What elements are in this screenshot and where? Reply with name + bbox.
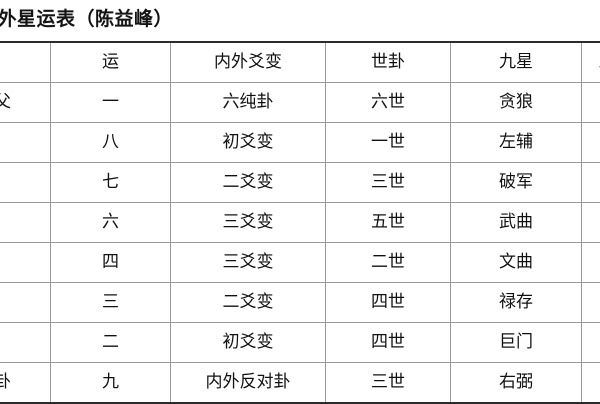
cell-shi-gua: 三世 [326,363,451,404]
cell-extra [582,363,600,404]
cell-group [0,123,51,163]
cell-extra [582,323,600,363]
cell-group [0,243,51,283]
cell-group: 卦 [0,363,51,404]
cell-shi-gua: 四世 [326,283,451,323]
cell-yun: 七 [51,163,171,203]
cell-nine-star: 贪狼 [451,83,582,123]
cell-yao-change: 初爻变 [171,323,326,363]
cell-nine-star: 破军 [451,163,582,203]
column-header-inner-outer-yao-change: 内外爻变 [171,42,326,83]
cell-yao-change: 二爻变 [171,163,326,203]
cell-yun: 九 [51,363,171,404]
cell-extra [582,163,600,203]
cell-yao-change: 六纯卦 [171,83,326,123]
page-title: 卦外星运表（陈益峰） [0,4,398,34]
cell-shi-gua: 一世 [326,123,451,163]
cell-group: 父 [0,83,51,123]
table-row: 六 三爻变 五世 武曲 [0,203,600,243]
cell-shi-gua: 五世 [326,203,451,243]
cell-yao-change: 初爻变 [171,123,326,163]
cell-extra [582,243,600,283]
column-header-yun: 运 [51,42,171,83]
table-header-row: 运 内外爻变 世卦 九星 三 [0,42,600,83]
cell-group [0,163,51,203]
cell-group [0,323,51,363]
table-container: 运 内外爻变 世卦 九星 三 父 一 六纯卦 六世 贪狼 八 初爻变 一世 左辅 [0,41,600,404]
table-row: 四 三爻变 二世 文曲 [0,243,600,283]
column-header-shi-gua: 世卦 [326,42,451,83]
cell-yun: 六 [51,203,171,243]
table-row: 七 二爻变 三世 破军 [0,163,600,203]
cell-nine-star: 武曲 [451,203,582,243]
cell-yao-change: 内外反对卦 [171,363,326,404]
cell-extra [582,203,600,243]
cell-yun: 一 [51,83,171,123]
cell-extra [582,283,600,323]
cell-shi-gua: 三世 [326,163,451,203]
cell-yun: 三 [51,283,171,323]
column-header-extra-cropped: 三 [582,42,600,83]
cell-nine-star: 左辅 [451,123,582,163]
cell-nine-star: 文曲 [451,243,582,283]
cell-shi-gua: 四世 [326,323,451,363]
cell-nine-star: 巨门 [451,323,582,363]
table-row: 八 初爻变 一世 左辅 [0,123,600,163]
gua-yun-star-table: 运 内外爻变 世卦 九星 三 父 一 六纯卦 六世 贪狼 八 初爻变 一世 左辅 [0,41,600,404]
cell-yao-change: 三爻变 [171,243,326,283]
table-row: 卦 九 内外反对卦 三世 右弼 [0,363,600,404]
table-row: 父 一 六纯卦 六世 贪狼 [0,83,600,123]
cell-nine-star: 右弼 [451,363,582,404]
column-header-group [0,42,51,83]
cell-yao-change: 二爻变 [171,283,326,323]
cell-yun: 四 [51,243,171,283]
cell-yun: 二 [51,323,171,363]
column-header-nine-star: 九星 [451,42,582,83]
cell-extra [582,123,600,163]
cell-nine-star: 禄存 [451,283,582,323]
cell-yun: 八 [51,123,171,163]
cell-shi-gua: 六世 [326,83,451,123]
cell-shi-gua: 二世 [326,243,451,283]
cell-extra [582,83,600,123]
cell-group [0,283,51,323]
table-row: 三 二爻变 四世 禄存 [0,283,600,323]
table-row: 二 初爻变 四世 巨门 [0,323,600,363]
table-body: 运 内外爻变 世卦 九星 三 父 一 六纯卦 六世 贪狼 八 初爻变 一世 左辅 [0,42,600,403]
cell-yao-change: 三爻变 [171,203,326,243]
cell-group [0,203,51,243]
